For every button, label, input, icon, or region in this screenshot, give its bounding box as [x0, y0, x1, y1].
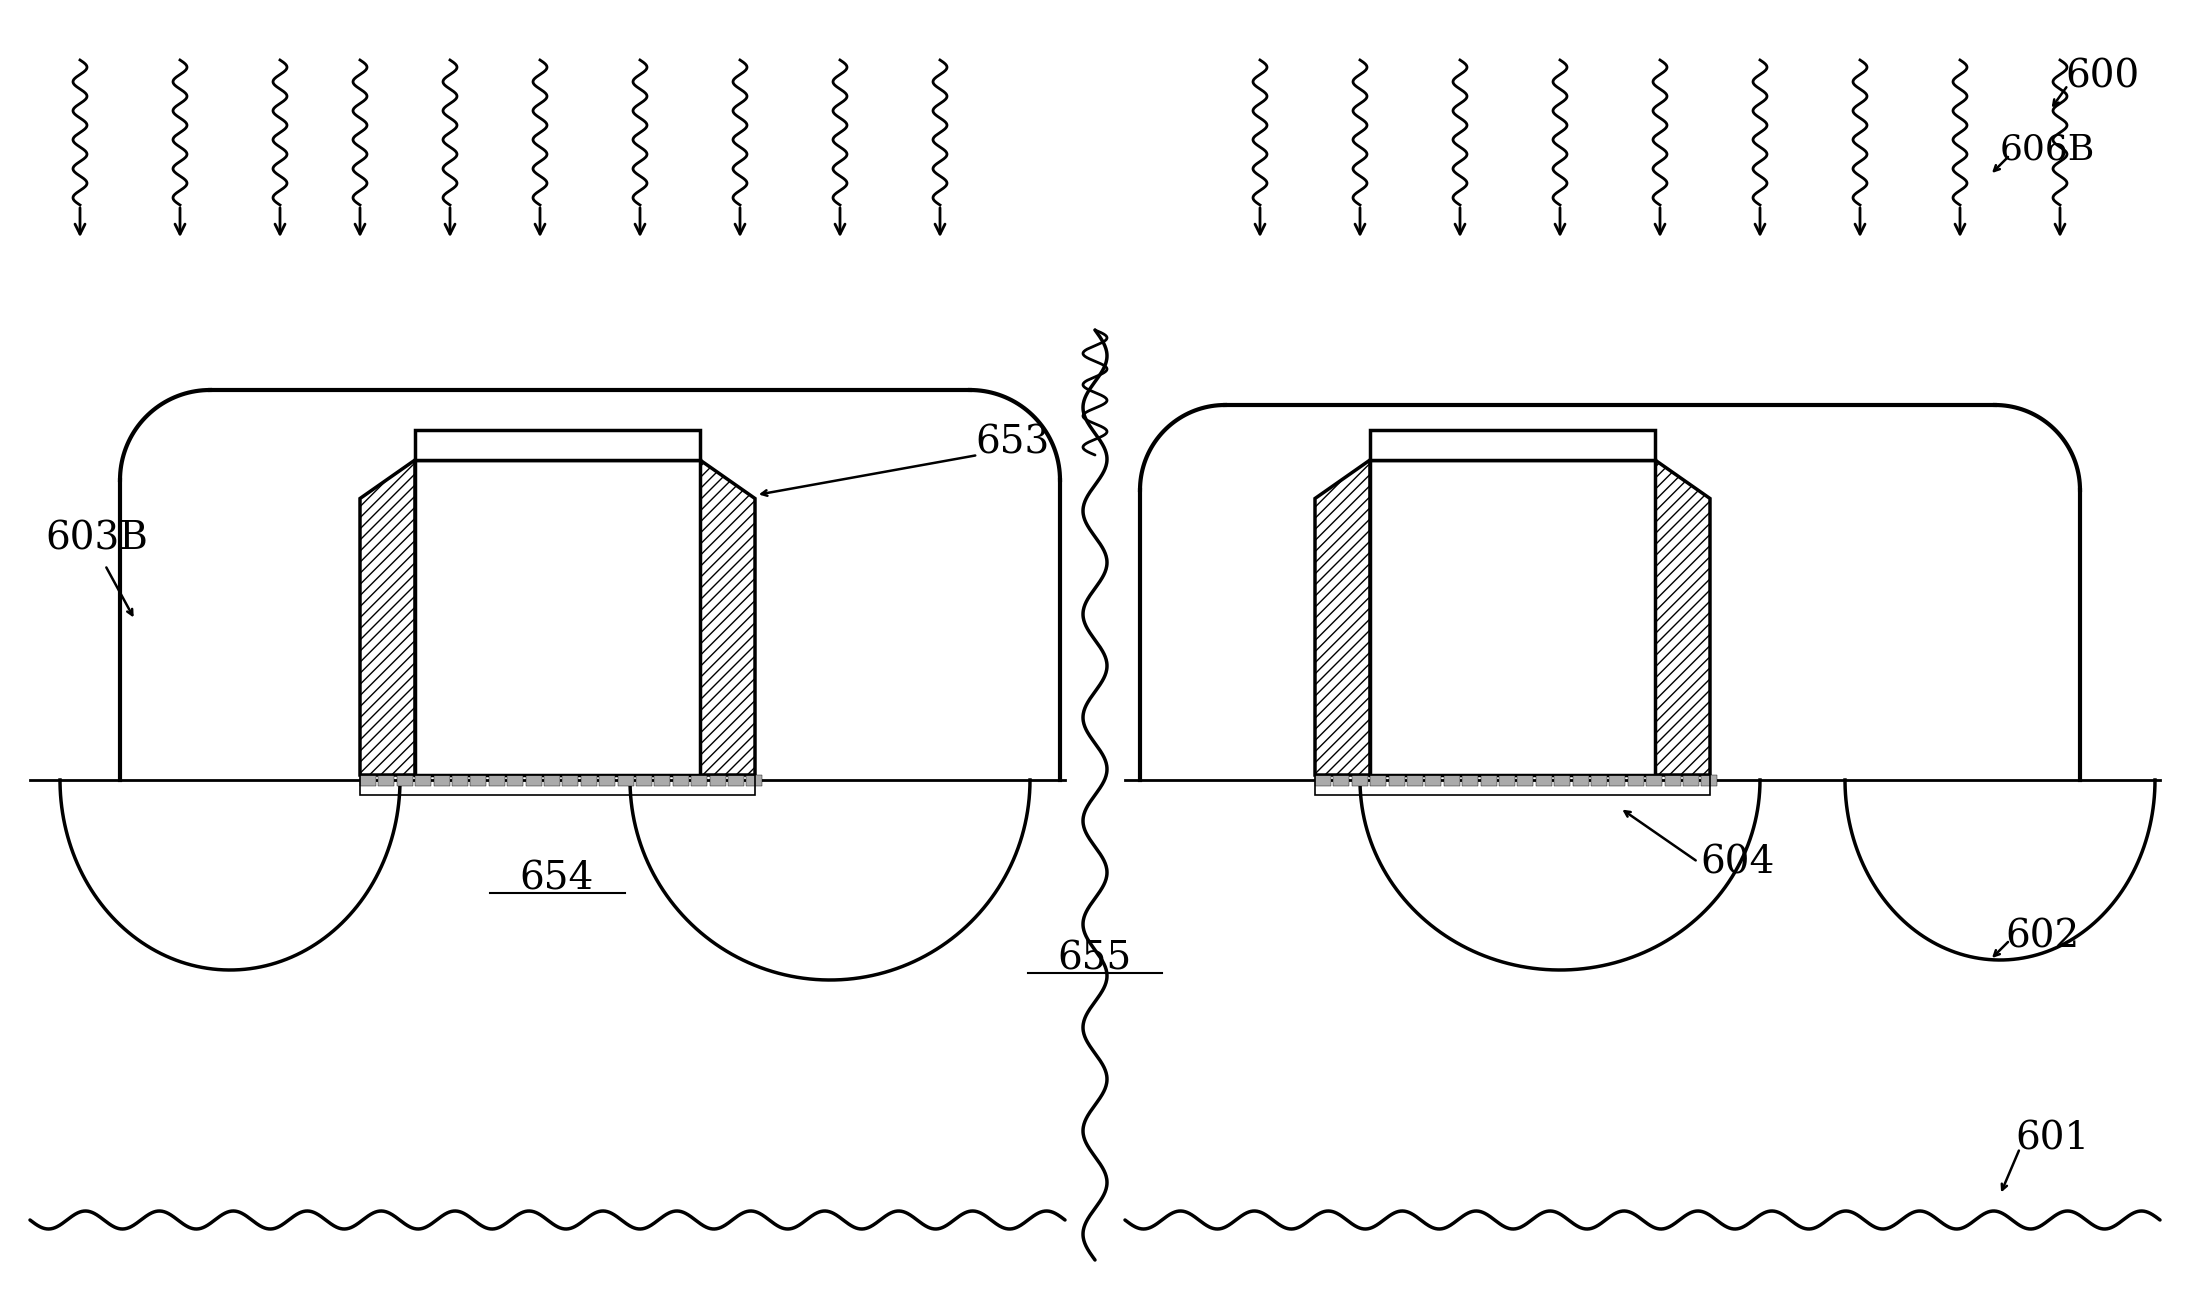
Bar: [1315, 775, 1710, 795]
Bar: [397, 775, 412, 786]
Bar: [1480, 775, 1497, 786]
Bar: [434, 775, 449, 786]
Bar: [1572, 775, 1589, 786]
Text: 654: 654: [520, 859, 594, 898]
Bar: [1499, 775, 1515, 786]
Bar: [1462, 775, 1477, 786]
Bar: [1554, 775, 1569, 786]
Bar: [728, 775, 743, 786]
Text: 655: 655: [1059, 940, 1131, 976]
Bar: [747, 775, 763, 786]
Text: 601: 601: [2014, 1120, 2089, 1157]
Bar: [414, 430, 699, 461]
Bar: [581, 775, 596, 786]
Bar: [1315, 775, 1331, 786]
Bar: [618, 775, 633, 786]
Bar: [544, 775, 559, 786]
Bar: [471, 775, 487, 786]
Text: 606B: 606B: [1999, 132, 2096, 166]
Bar: [506, 775, 524, 786]
Bar: [414, 775, 432, 786]
Text: 604: 604: [1701, 845, 1773, 882]
Bar: [526, 775, 541, 786]
Bar: [1425, 775, 1442, 786]
Bar: [452, 775, 469, 786]
Bar: [1445, 775, 1460, 786]
Bar: [1701, 775, 1716, 786]
Bar: [1370, 430, 1655, 461]
Bar: [1370, 461, 1655, 775]
Bar: [563, 775, 579, 786]
Bar: [1333, 775, 1350, 786]
Bar: [1683, 775, 1699, 786]
Text: 651: 651: [524, 546, 592, 579]
Text: 602: 602: [2006, 919, 2080, 955]
Bar: [379, 775, 395, 786]
Polygon shape: [359, 461, 414, 775]
Polygon shape: [699, 461, 754, 775]
Bar: [1352, 775, 1368, 786]
Bar: [1517, 775, 1534, 786]
Polygon shape: [1655, 461, 1710, 775]
Bar: [1629, 775, 1644, 786]
Bar: [1407, 775, 1423, 786]
Bar: [359, 775, 377, 786]
Polygon shape: [1315, 461, 1370, 775]
Bar: [1388, 775, 1405, 786]
Bar: [1537, 775, 1552, 786]
Text: 603B: 603B: [46, 520, 147, 557]
Bar: [359, 775, 754, 795]
Bar: [598, 775, 616, 786]
Bar: [1664, 775, 1681, 786]
Bar: [636, 775, 651, 786]
Text: 652: 652: [524, 650, 592, 684]
Bar: [655, 775, 671, 786]
Text: 653: 653: [975, 425, 1050, 462]
Bar: [1646, 775, 1662, 786]
Bar: [489, 775, 504, 786]
Bar: [690, 775, 708, 786]
Text: 600: 600: [2065, 58, 2139, 95]
Bar: [1370, 775, 1385, 786]
Bar: [1591, 775, 1607, 786]
Bar: [414, 461, 699, 775]
Bar: [710, 775, 726, 786]
Bar: [673, 775, 688, 786]
Bar: [1609, 775, 1626, 786]
